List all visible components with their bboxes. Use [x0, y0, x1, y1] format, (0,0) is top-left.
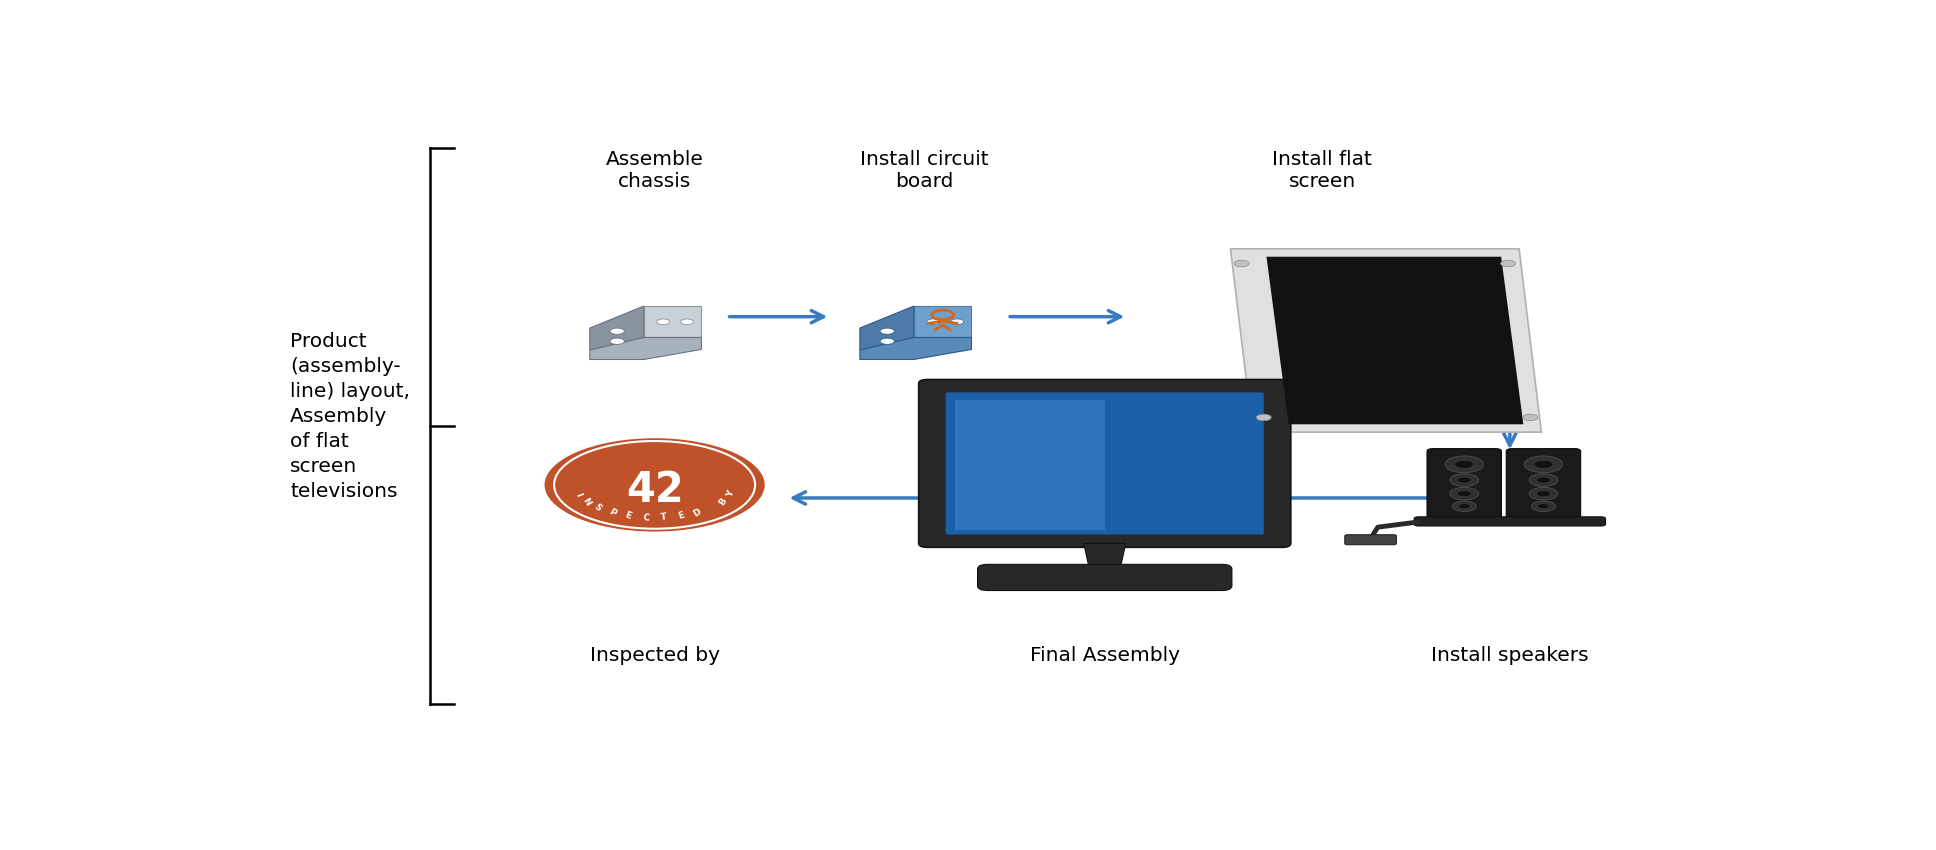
Text: B: B [716, 496, 728, 507]
Text: I: I [573, 491, 583, 497]
Polygon shape [1084, 543, 1125, 570]
Circle shape [610, 338, 625, 344]
Polygon shape [954, 400, 1105, 530]
Circle shape [1458, 477, 1471, 483]
FancyBboxPatch shape [945, 393, 1264, 535]
Circle shape [1537, 503, 1549, 509]
Circle shape [1450, 487, 1479, 500]
Text: C: C [643, 513, 649, 523]
FancyBboxPatch shape [920, 379, 1291, 547]
Circle shape [1458, 490, 1471, 496]
Text: E: E [678, 511, 685, 521]
Circle shape [610, 328, 625, 334]
Circle shape [1450, 473, 1479, 486]
Text: N: N [581, 496, 592, 507]
Text: D: D [691, 507, 703, 518]
Circle shape [1524, 456, 1562, 473]
Circle shape [656, 319, 670, 325]
FancyBboxPatch shape [1506, 449, 1580, 524]
Text: Assemble
chassis: Assemble chassis [606, 150, 703, 191]
Circle shape [1454, 460, 1473, 468]
Polygon shape [590, 337, 701, 360]
Polygon shape [1266, 257, 1524, 424]
Text: Install circuit
board: Install circuit board [860, 150, 989, 191]
Text: E: E [623, 511, 633, 521]
Circle shape [542, 436, 767, 534]
Text: Inspected by: Inspected by [590, 645, 720, 665]
Circle shape [1537, 490, 1551, 496]
Text: Y: Y [726, 490, 736, 499]
Polygon shape [914, 306, 972, 337]
Circle shape [681, 319, 693, 325]
Circle shape [881, 338, 894, 344]
Polygon shape [590, 306, 645, 350]
Circle shape [1444, 456, 1483, 473]
Circle shape [1529, 473, 1558, 486]
Circle shape [1452, 501, 1477, 512]
Text: T: T [660, 513, 668, 523]
Circle shape [1256, 414, 1272, 421]
Polygon shape [1231, 249, 1541, 432]
Circle shape [1458, 503, 1469, 509]
FancyBboxPatch shape [1413, 517, 1605, 526]
Text: P: P [606, 507, 618, 518]
FancyBboxPatch shape [1427, 449, 1502, 524]
Polygon shape [860, 337, 972, 360]
FancyBboxPatch shape [1346, 535, 1396, 545]
Circle shape [1233, 260, 1249, 267]
Text: Final Assembly: Final Assembly [1030, 645, 1179, 665]
Text: 42: 42 [625, 469, 683, 511]
Text: Install flat
screen: Install flat screen [1272, 150, 1373, 191]
Circle shape [927, 319, 939, 325]
Text: Product
(assembly-
line) layout,
Assembly
of flat
screen
televisions: Product (assembly- line) layout, Assembl… [290, 332, 410, 501]
Circle shape [951, 319, 964, 325]
Circle shape [881, 328, 894, 334]
Circle shape [1537, 477, 1551, 483]
Circle shape [1531, 501, 1555, 512]
FancyBboxPatch shape [978, 564, 1231, 591]
Text: S: S [592, 502, 604, 513]
Circle shape [1529, 487, 1558, 500]
Circle shape [1524, 414, 1537, 421]
Polygon shape [860, 306, 914, 350]
Text: Install speakers: Install speakers [1431, 645, 1589, 665]
Circle shape [1500, 260, 1516, 267]
Circle shape [1533, 460, 1553, 468]
Polygon shape [645, 306, 701, 337]
